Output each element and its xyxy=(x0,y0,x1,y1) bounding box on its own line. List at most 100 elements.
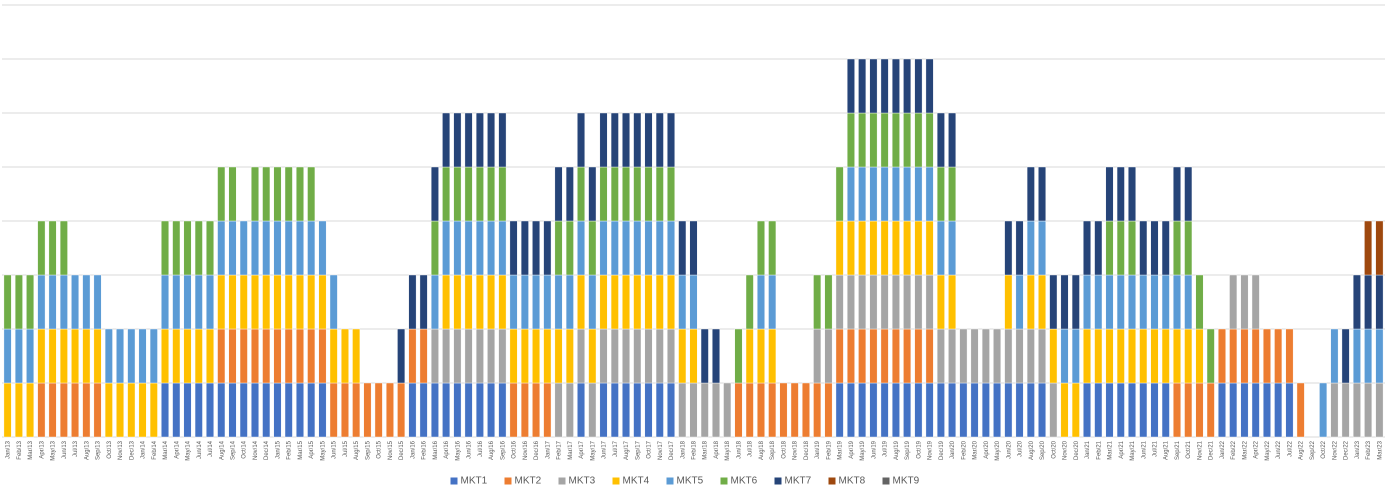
bar-segment xyxy=(217,328,226,384)
bar-segment xyxy=(1229,274,1238,330)
bar-segment xyxy=(1319,382,1328,438)
bar-segment xyxy=(993,328,1001,384)
legend-swatch xyxy=(882,477,890,485)
legend-swatch xyxy=(828,477,836,485)
bar-segment xyxy=(891,220,900,276)
bar-segment xyxy=(48,382,57,438)
bar-segment xyxy=(880,58,889,114)
bar-segment xyxy=(1105,274,1114,330)
x-tick-label: Jun/14 xyxy=(197,440,203,459)
bar-segment xyxy=(93,328,102,384)
bar-segment xyxy=(262,274,271,330)
bar-segment xyxy=(757,328,765,384)
x-tick-label: Jan/13 xyxy=(6,440,12,459)
bar-segment xyxy=(116,382,124,438)
bar-segment xyxy=(835,166,844,222)
bar-segment xyxy=(869,166,878,222)
bar-segment xyxy=(48,274,57,330)
bar-segment xyxy=(914,58,923,114)
bar-segment xyxy=(948,382,957,438)
bar-segment xyxy=(610,112,619,168)
bar-segment xyxy=(498,220,507,276)
bar-segment xyxy=(1139,328,1148,384)
bar-segment xyxy=(239,328,248,384)
bar-segment xyxy=(644,166,653,222)
bar-segment xyxy=(588,274,597,330)
x-tick-label: Aug/22 xyxy=(1299,440,1305,460)
bar-segment xyxy=(273,166,282,222)
bar-segment xyxy=(1184,382,1193,438)
bar-segment xyxy=(959,382,968,438)
bar-segment xyxy=(251,328,259,384)
bar-segment xyxy=(1038,328,1046,384)
legend-label: MKT7 xyxy=(785,476,812,487)
bar-segment xyxy=(565,274,574,330)
bar-segment xyxy=(1094,220,1103,276)
bar-segment xyxy=(869,328,878,384)
bar-segment xyxy=(386,382,394,438)
bar-segment xyxy=(352,382,361,438)
bar-segment xyxy=(588,166,597,222)
bar-segment xyxy=(194,382,203,438)
bar-segment xyxy=(509,274,518,330)
x-tick-label: Jun/18 xyxy=(736,440,742,459)
bar-segment xyxy=(228,166,237,222)
bar-segment xyxy=(700,382,709,438)
bar-segment xyxy=(565,328,574,384)
bar-segment xyxy=(71,382,79,438)
bar-segment xyxy=(307,274,316,330)
bar-segment xyxy=(430,382,439,438)
bar-segment xyxy=(1195,274,1204,330)
bar-segment xyxy=(509,328,518,384)
bar-segment xyxy=(1173,166,1181,222)
bar-segment xyxy=(835,328,844,384)
bar-segment xyxy=(847,166,855,222)
bar-segment xyxy=(869,382,878,438)
bar-segment xyxy=(1195,382,1204,438)
bar-segment xyxy=(26,382,35,438)
bar-segment xyxy=(116,328,124,384)
bar-segment xyxy=(655,112,664,168)
bar-segment xyxy=(329,382,338,438)
bar-segment xyxy=(464,220,473,276)
bar-segment xyxy=(689,220,698,276)
bar-segment xyxy=(1240,328,1249,384)
bar-segment xyxy=(509,382,518,438)
bar-segment xyxy=(1015,328,1024,384)
bar-segment xyxy=(599,220,608,276)
bar-segment xyxy=(37,382,46,438)
bar-segment xyxy=(430,220,439,276)
bar-segment xyxy=(543,382,552,438)
bar-segment xyxy=(239,382,248,438)
bar-segment xyxy=(644,220,653,276)
bar-segment xyxy=(1038,220,1046,276)
bar-segment xyxy=(1352,382,1361,438)
bar-segment xyxy=(1341,382,1350,438)
bar-segment xyxy=(1161,274,1170,330)
bar-segment xyxy=(858,328,867,384)
bar-segment xyxy=(296,166,304,222)
bar-segment xyxy=(487,382,496,438)
bar-segment xyxy=(802,382,810,438)
x-tick-label: Jul/18 xyxy=(748,440,754,457)
x-tick-label: Dec/13 xyxy=(129,440,135,460)
x-tick-label: Oct/20 xyxy=(1051,440,1057,458)
bar-segment xyxy=(183,382,192,438)
x-tick-label: Mar/19 xyxy=(838,440,844,459)
bar-segment xyxy=(183,274,192,330)
bar-segment xyxy=(453,382,462,438)
x-tick-label: Mar/21 xyxy=(1108,440,1114,459)
bar-segment xyxy=(1184,220,1193,276)
bar-segment xyxy=(1105,166,1114,222)
bar-segment xyxy=(1004,328,1013,384)
legend-label: MKT1 xyxy=(461,476,488,487)
bar-segment xyxy=(678,220,687,276)
x-tick-label: Oct/18 xyxy=(781,440,787,458)
bar-segment xyxy=(1173,328,1181,384)
bar-segment xyxy=(700,328,709,384)
bar-segment xyxy=(768,328,777,384)
bar-segment xyxy=(880,166,889,222)
bar-segment xyxy=(363,382,372,438)
bar-segment xyxy=(161,274,169,330)
bar-segment xyxy=(206,328,214,384)
